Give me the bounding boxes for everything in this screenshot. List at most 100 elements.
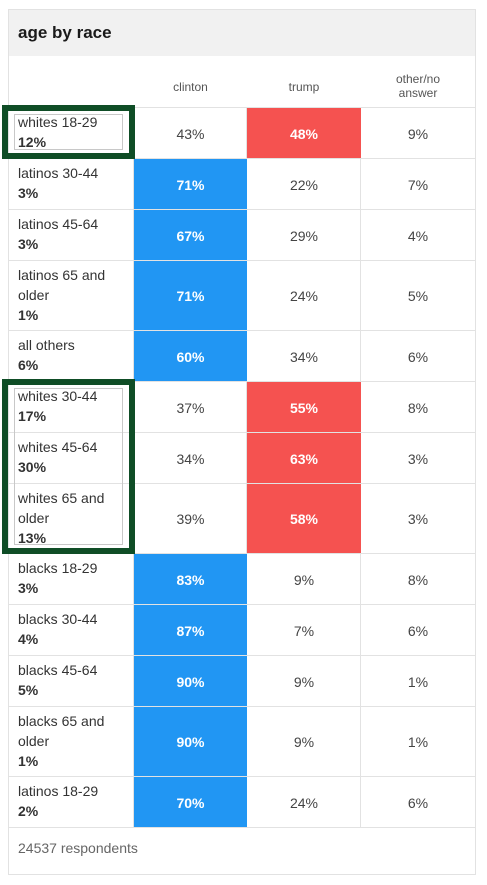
table-row: whites 45-64 30% 34% 63% 3% <box>9 432 475 484</box>
column-divider <box>360 777 361 828</box>
row-group-name: blacks 45-64 <box>18 662 98 678</box>
cell-clinton: 87% <box>134 605 247 656</box>
row-group-name: latinos 30-44 <box>18 165 99 181</box>
column-divider <box>360 707 361 777</box>
cell-other: 6% <box>407 794 429 811</box>
row-label: latinos 30-44 3% <box>18 163 130 203</box>
cell-clinton: 39% <box>176 511 205 527</box>
row-share: 17% <box>18 408 47 424</box>
row-group-name: all others <box>18 337 75 353</box>
table-row: blacks 65 and older 1% 90% 9% 1% <box>9 706 475 777</box>
cell-trump: 7% <box>293 622 315 639</box>
cell-trump: 9% <box>293 673 315 690</box>
table-row: whites 65 and older 13% 39% 58% 3% <box>9 483 475 554</box>
cell-trump: 58% <box>247 484 361 554</box>
cell-other: 3% <box>407 450 429 467</box>
table-row: latinos 30-44 3% 71% 22% 7% <box>9 158 475 210</box>
table-row: latinos 45-64 3% 67% 29% 4% <box>9 209 475 261</box>
cell-other: 8% <box>407 399 429 416</box>
cell-other: 6% <box>407 622 429 639</box>
cell-trump: 24% <box>289 794 319 811</box>
row-label: blacks 18-29 3% <box>18 558 130 598</box>
row-group-name: whites 45-64 <box>18 439 98 455</box>
cell-trump: 63% <box>247 433 361 484</box>
row-share: 30% <box>18 459 47 475</box>
row-label: latinos 65 and older 1% <box>18 265 130 325</box>
cell-other: 3% <box>407 511 429 527</box>
row-label: blacks 45-64 5% <box>18 660 130 700</box>
column-divider <box>246 484 247 554</box>
cell-clinton: 34% <box>176 450 205 467</box>
column-divider <box>360 554 361 605</box>
cell-other: 5% <box>407 288 429 304</box>
cell-clinton: 60% <box>134 331 247 382</box>
column-divider <box>246 108 247 159</box>
row-group-name: blacks 30-44 <box>18 611 98 627</box>
exit-poll-card: age by race clinton trump other/no answer … <box>8 9 476 875</box>
column-divider <box>360 210 361 261</box>
column-divider <box>133 707 134 777</box>
cell-clinton: 71% <box>134 261 247 331</box>
column-divider <box>133 331 134 382</box>
row-group-name: latinos 65 and older <box>18 267 106 303</box>
row-label: all others 6% <box>18 335 130 375</box>
cell-clinton: 43% <box>176 125 205 142</box>
cell-other: 8% <box>407 571 429 588</box>
column-divider <box>133 261 134 331</box>
row-label: blacks 30-44 4% <box>18 609 130 649</box>
column-divider <box>360 261 361 331</box>
table-row: blacks 30-44 4% 87% 7% 6% <box>9 604 475 656</box>
row-group-name: latinos 45-64 <box>18 216 99 232</box>
column-divider <box>133 777 134 828</box>
row-label: blacks 65 and older 1% <box>18 711 130 771</box>
cell-other: 7% <box>407 176 429 193</box>
cell-trump: 22% <box>289 176 319 193</box>
cell-other: 6% <box>407 348 429 365</box>
cell-clinton: 67% <box>134 210 247 261</box>
table-row: whites 18-29 12% 43% 48% 9% <box>9 107 475 159</box>
cell-other: 1% <box>407 734 429 750</box>
cell-clinton: 90% <box>134 707 247 777</box>
cell-clinton: 70% <box>134 777 247 828</box>
cell-other: 4% <box>407 227 429 244</box>
column-divider <box>360 159 361 210</box>
table-row: blacks 45-64 5% 90% 9% 1% <box>9 655 475 707</box>
row-share: 1% <box>18 753 39 769</box>
cell-trump: 9% <box>293 571 315 588</box>
cell-trump: 34% <box>289 348 319 365</box>
row-group-name: blacks 65 and older <box>18 713 105 749</box>
column-divider <box>133 554 134 605</box>
cell-clinton: 37% <box>176 399 205 416</box>
cell-trump: 29% <box>289 227 319 244</box>
row-label: whites 18-29 12% <box>18 112 130 152</box>
column-divider <box>133 656 134 707</box>
column-header-clinton: clinton <box>173 80 208 94</box>
chart-title: age by race <box>18 23 112 42</box>
table-row: latinos 18-29 2% 70% 24% 6% <box>9 776 475 828</box>
row-share: 4% <box>18 631 39 647</box>
column-divider <box>360 605 361 656</box>
row-share: 1% <box>18 307 39 323</box>
row-share: 13% <box>18 530 47 546</box>
row-label: whites 45-64 30% <box>18 437 130 477</box>
row-group-name: blacks 18-29 <box>18 560 98 576</box>
column-divider <box>246 382 247 433</box>
cell-clinton: 83% <box>134 554 247 605</box>
column-divider <box>133 605 134 656</box>
respondents-count: 24537 respondents <box>18 840 138 856</box>
table-row: blacks 18-29 3% 83% 9% 8% <box>9 553 475 605</box>
row-group-name: whites 30-44 <box>18 388 98 404</box>
row-share: 2% <box>18 803 39 819</box>
column-header-other-no-answer: other/no answer <box>395 72 441 100</box>
cell-trump: 55% <box>247 382 361 433</box>
column-divider <box>246 433 247 484</box>
column-divider <box>133 210 134 261</box>
cell-trump: 48% <box>247 108 361 159</box>
row-label: latinos 45-64 3% <box>18 214 130 254</box>
cell-clinton: 71% <box>134 159 247 210</box>
cell-clinton: 90% <box>134 656 247 707</box>
row-share: 5% <box>18 682 39 698</box>
row-label: whites 30-44 17% <box>18 386 130 426</box>
row-label: latinos 18-29 2% <box>18 781 130 821</box>
row-share: 3% <box>18 185 39 201</box>
